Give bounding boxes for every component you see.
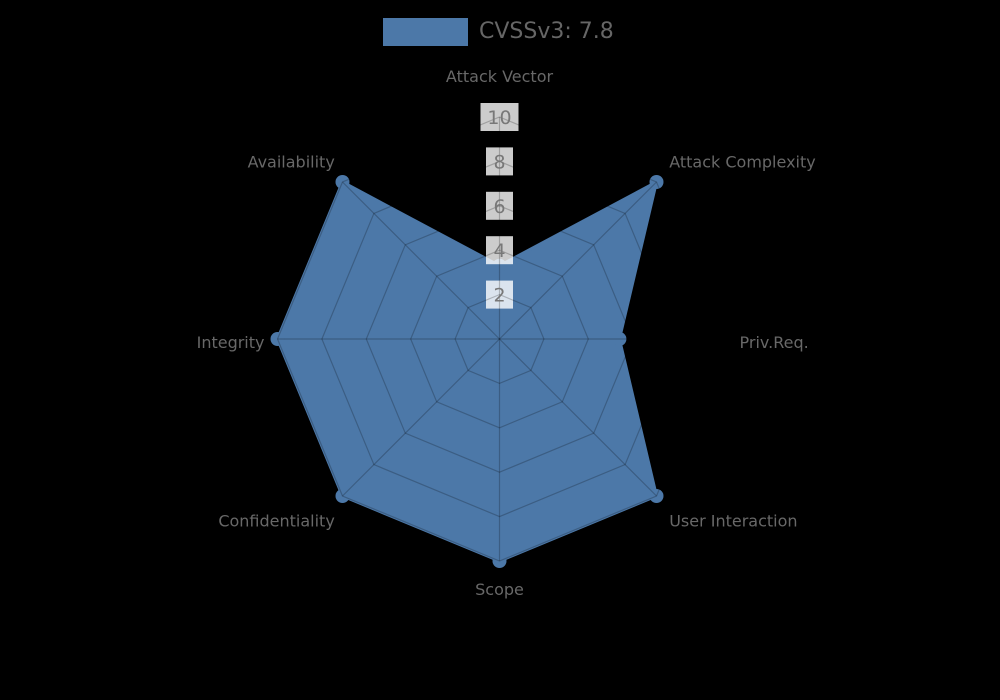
axis-label-integrity: Integrity <box>197 333 265 352</box>
axis-label-attack-complexity: Attack Complexity <box>669 152 816 171</box>
grid-ring <box>410 249 589 429</box>
data-vertex-dot <box>649 175 664 189</box>
radial-tick-label: 2 <box>493 285 505 307</box>
chart-legend: CVSSv3: 7.8 <box>383 18 614 46</box>
radial-tick-box <box>486 191 513 220</box>
axis-spoke <box>499 181 657 340</box>
axis-spoke <box>342 181 500 340</box>
radial-tick-label: 4 <box>493 240 505 262</box>
axis-label-attack-vector: Attack Vector <box>446 67 554 86</box>
legend-swatch <box>383 18 468 46</box>
data-vertex-dot <box>612 332 627 346</box>
radial-tick-label: 10 <box>487 107 511 129</box>
grid-ring <box>454 293 545 385</box>
axis-label-user-interaction: User Interaction <box>669 512 797 531</box>
radial-tick-label: 8 <box>493 151 505 173</box>
data-vertex-dot <box>335 175 350 189</box>
data-vertex-dot <box>335 489 350 503</box>
data-vertex-dot <box>649 489 664 503</box>
grid-ring <box>321 160 678 518</box>
axis-spoke <box>342 338 500 497</box>
axis-label-scope: Scope <box>475 580 524 599</box>
radial-tick-box <box>486 236 513 265</box>
radial-tick-box <box>486 147 513 176</box>
axis-label-availability: Availability <box>248 152 335 171</box>
axis-spoke <box>499 338 657 497</box>
grid-ring <box>365 205 634 473</box>
data-vertex-dot <box>492 554 507 568</box>
grid-ring <box>276 116 723 562</box>
axis-label-priv-req: Priv.Req. <box>740 333 809 352</box>
radial-tick-label: 6 <box>493 196 505 218</box>
legend-label: CVSSv3: 7.8 <box>479 19 614 44</box>
radial-tick-box <box>480 103 519 131</box>
radial-tick-box <box>486 280 513 309</box>
axis-label-confidentiality: Confidentiality <box>218 512 334 531</box>
data-vertex-dot <box>270 332 285 346</box>
